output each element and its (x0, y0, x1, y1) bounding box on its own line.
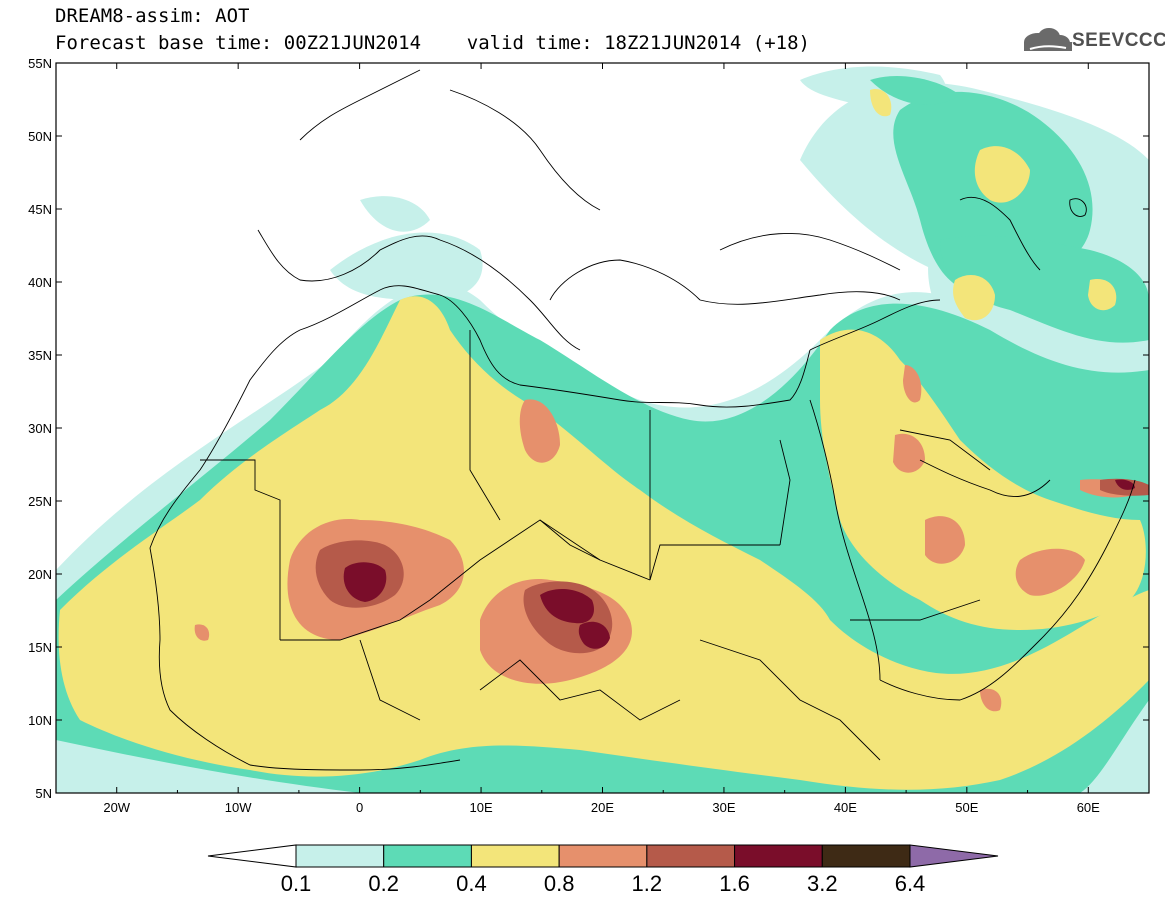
lat-tick-label: 40N (28, 275, 52, 290)
colorbar-low-arrow (207, 844, 297, 868)
lat-tick-label: 55N (28, 56, 52, 71)
colorbar-label: 0.2 (368, 871, 399, 896)
colorbar-label: 3.2 (807, 871, 838, 896)
lat-tick-label: 30N (28, 421, 52, 436)
lon-tick-label: 10W (225, 800, 252, 815)
colorbar-label: 0.1 (281, 871, 312, 896)
lat-tick-label: 10N (28, 713, 52, 728)
logo-label: SEEVCCC (1072, 30, 1165, 51)
colorbar-box (646, 844, 736, 868)
colorbar-box (470, 844, 560, 868)
lat-tick-label: 45N (28, 202, 52, 217)
lat-tick-label: 50N (28, 129, 52, 144)
lon-tick-label: 20W (103, 800, 130, 815)
colorbar-label: 0.8 (544, 871, 575, 896)
lat-tick-label: 35N (28, 348, 52, 363)
colorbar-label: 1.6 (719, 871, 750, 896)
coastlines (149, 69, 1136, 771)
colorbar: 0.1 0.2 0.4 0.8 1.2 1.6 3.2 6.4 (207, 844, 999, 896)
colorbar-box (734, 844, 823, 868)
colorbar-label: 6.4 (895, 871, 926, 896)
colorbar-box (295, 844, 385, 868)
colorbar-box (821, 844, 911, 868)
lon-tick-label: 20E (591, 800, 614, 815)
seevccc-logo (1024, 28, 1072, 51)
axis-ticks: 20W 10W 0 10E 20E 30E 40E 50E 60E 5N 10N 15N 20N 25N 3… (28, 56, 1150, 815)
map-title: DREAM8-assim: AOT (55, 5, 250, 27)
colorbar-label: 1.2 (632, 871, 663, 896)
lat-tick-label: 20N (28, 567, 52, 582)
lat-tick-label: 25N (28, 494, 52, 509)
lon-tick-label: 30E (712, 800, 735, 815)
colorbar-label: 0.4 (456, 871, 487, 896)
aot-shading (56, 66, 1149, 793)
colorbar-high-arrow (909, 844, 999, 868)
lon-tick-label: 60E (1077, 800, 1100, 815)
forecast-time-line: Forecast base time: 00Z21JUN2014 valid t… (55, 32, 810, 54)
lon-tick-label: 50E (955, 800, 978, 815)
lat-tick-label: 15N (28, 640, 52, 655)
lon-tick-label: 10E (469, 800, 492, 815)
colorbar-box (383, 844, 472, 868)
colorbar-box (558, 844, 648, 868)
lat-tick-label: 5N (35, 786, 52, 801)
lon-tick-label: 0 (356, 800, 363, 815)
aot-level-1.6 (343, 479, 1135, 649)
lon-tick-label: 40E (834, 800, 857, 815)
